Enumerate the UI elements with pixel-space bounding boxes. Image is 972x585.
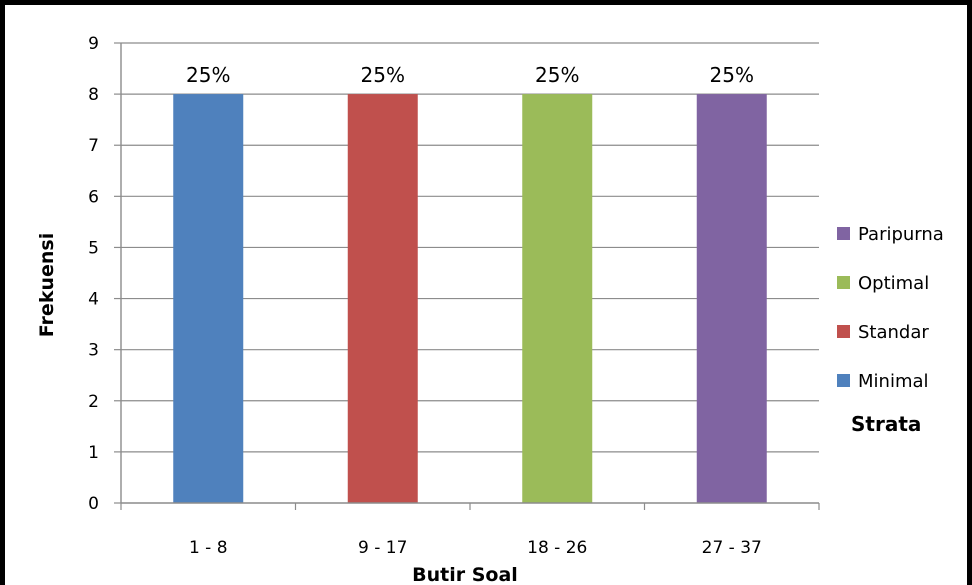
data-label: 25% (186, 63, 230, 87)
legend-item-label: Standar (858, 322, 929, 343)
y-tick-label: 1 (88, 443, 99, 463)
data-label: 25% (535, 63, 579, 87)
legend-title: Strata (851, 412, 921, 436)
y-axis-ticks: 0 1 2 3 4 5 6 7 8 9 (88, 34, 121, 514)
bars (173, 94, 767, 503)
bar-chart: 0 1 2 3 4 5 6 7 8 9 25% 25% 25% 25% 1 - 8 9 - 17 18 - … (36, 34, 944, 585)
bar-paripurna (696, 94, 767, 503)
legend: Paripurna Optimal Standar Minimal Strata (837, 224, 944, 436)
data-labels: 25% 25% 25% 25% (186, 63, 754, 87)
legend-swatch (837, 325, 850, 338)
y-tick-label: 7 (88, 136, 99, 156)
y-tick-label: 2 (88, 392, 99, 412)
bar-minimal (173, 94, 244, 503)
x-tick-label: 18 - 26 (527, 538, 587, 558)
legend-item-label: Paripurna (858, 224, 944, 245)
legend-swatch (837, 227, 850, 240)
bar-standar (347, 94, 418, 503)
data-label: 25% (361, 63, 405, 87)
y-tick-label: 5 (88, 238, 99, 258)
data-label: 25% (710, 63, 754, 87)
y-axis-title: Frekuensi (36, 233, 58, 337)
y-tick-label: 9 (88, 34, 99, 54)
x-axis-title: Butir Soal (412, 564, 518, 585)
legend-swatch (837, 276, 850, 289)
x-tick-label: 27 - 37 (702, 538, 762, 558)
y-tick-label: 3 (88, 341, 99, 361)
x-tick-label: 1 - 8 (189, 538, 228, 558)
legend-item-label: Minimal (858, 371, 929, 392)
x-axis-ticks: 1 - 8 9 - 17 18 - 26 27 - 37 (120, 503, 820, 558)
y-tick-label: 6 (88, 187, 99, 207)
legend-swatch (837, 374, 850, 387)
y-tick-label: 8 (88, 85, 99, 105)
y-tick-label: 0 (88, 494, 99, 514)
x-tick-label: 9 - 17 (358, 538, 407, 558)
y-tick-label: 4 (88, 290, 99, 310)
legend-item-label: Optimal (858, 273, 929, 294)
bar-optimal (522, 94, 593, 503)
